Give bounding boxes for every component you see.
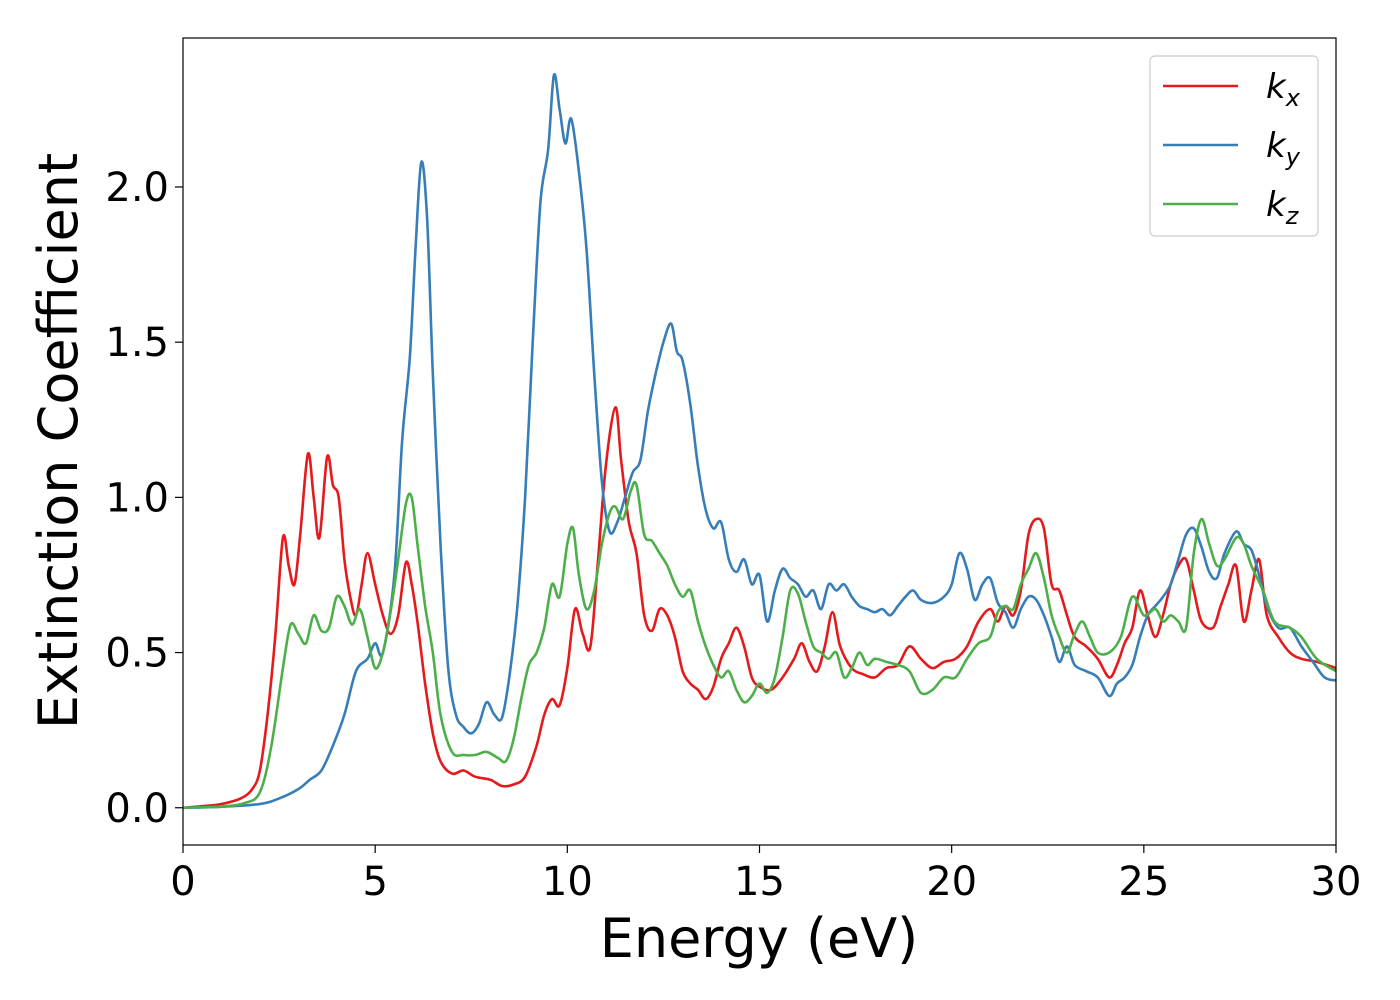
y-tick-label: 1.5 — [105, 320, 169, 366]
y-tick-label: 0.0 — [105, 786, 169, 832]
x-axis-title: Energy (eV) — [600, 907, 919, 970]
x-axis: 0 5 10 15 20 25 30 — [170, 845, 1361, 905]
x-tick-label: 20 — [926, 859, 977, 905]
x-tick-label: 25 — [1118, 859, 1169, 905]
y-axis: 0.0 0.5 1.0 1.5 2.0 — [105, 165, 183, 832]
legend-label-kz: kz — [1266, 185, 1300, 230]
series-line-kz — [183, 480, 1336, 810]
legend: kx ky kz — [1149, 55, 1319, 237]
x-tick-label: 10 — [542, 859, 593, 905]
x-tick-label: 30 — [1311, 859, 1362, 905]
series-layer — [183, 72, 1336, 810]
x-tick-label: 0 — [170, 859, 195, 905]
x-tick-label: 15 — [734, 859, 785, 905]
y-tick-label: 0.5 — [105, 631, 169, 677]
legend-label-ky: ky — [1266, 126, 1301, 171]
y-tick-label: 2.0 — [105, 165, 169, 211]
y-axis-title: Extinction Coefficient — [27, 153, 90, 729]
series-line-ky — [183, 72, 1336, 810]
x-tick-label: 5 — [362, 859, 387, 905]
legend-label-kx: kx — [1266, 67, 1301, 112]
series-line-kx — [183, 406, 1336, 810]
y-tick-label: 1.0 — [105, 475, 169, 521]
